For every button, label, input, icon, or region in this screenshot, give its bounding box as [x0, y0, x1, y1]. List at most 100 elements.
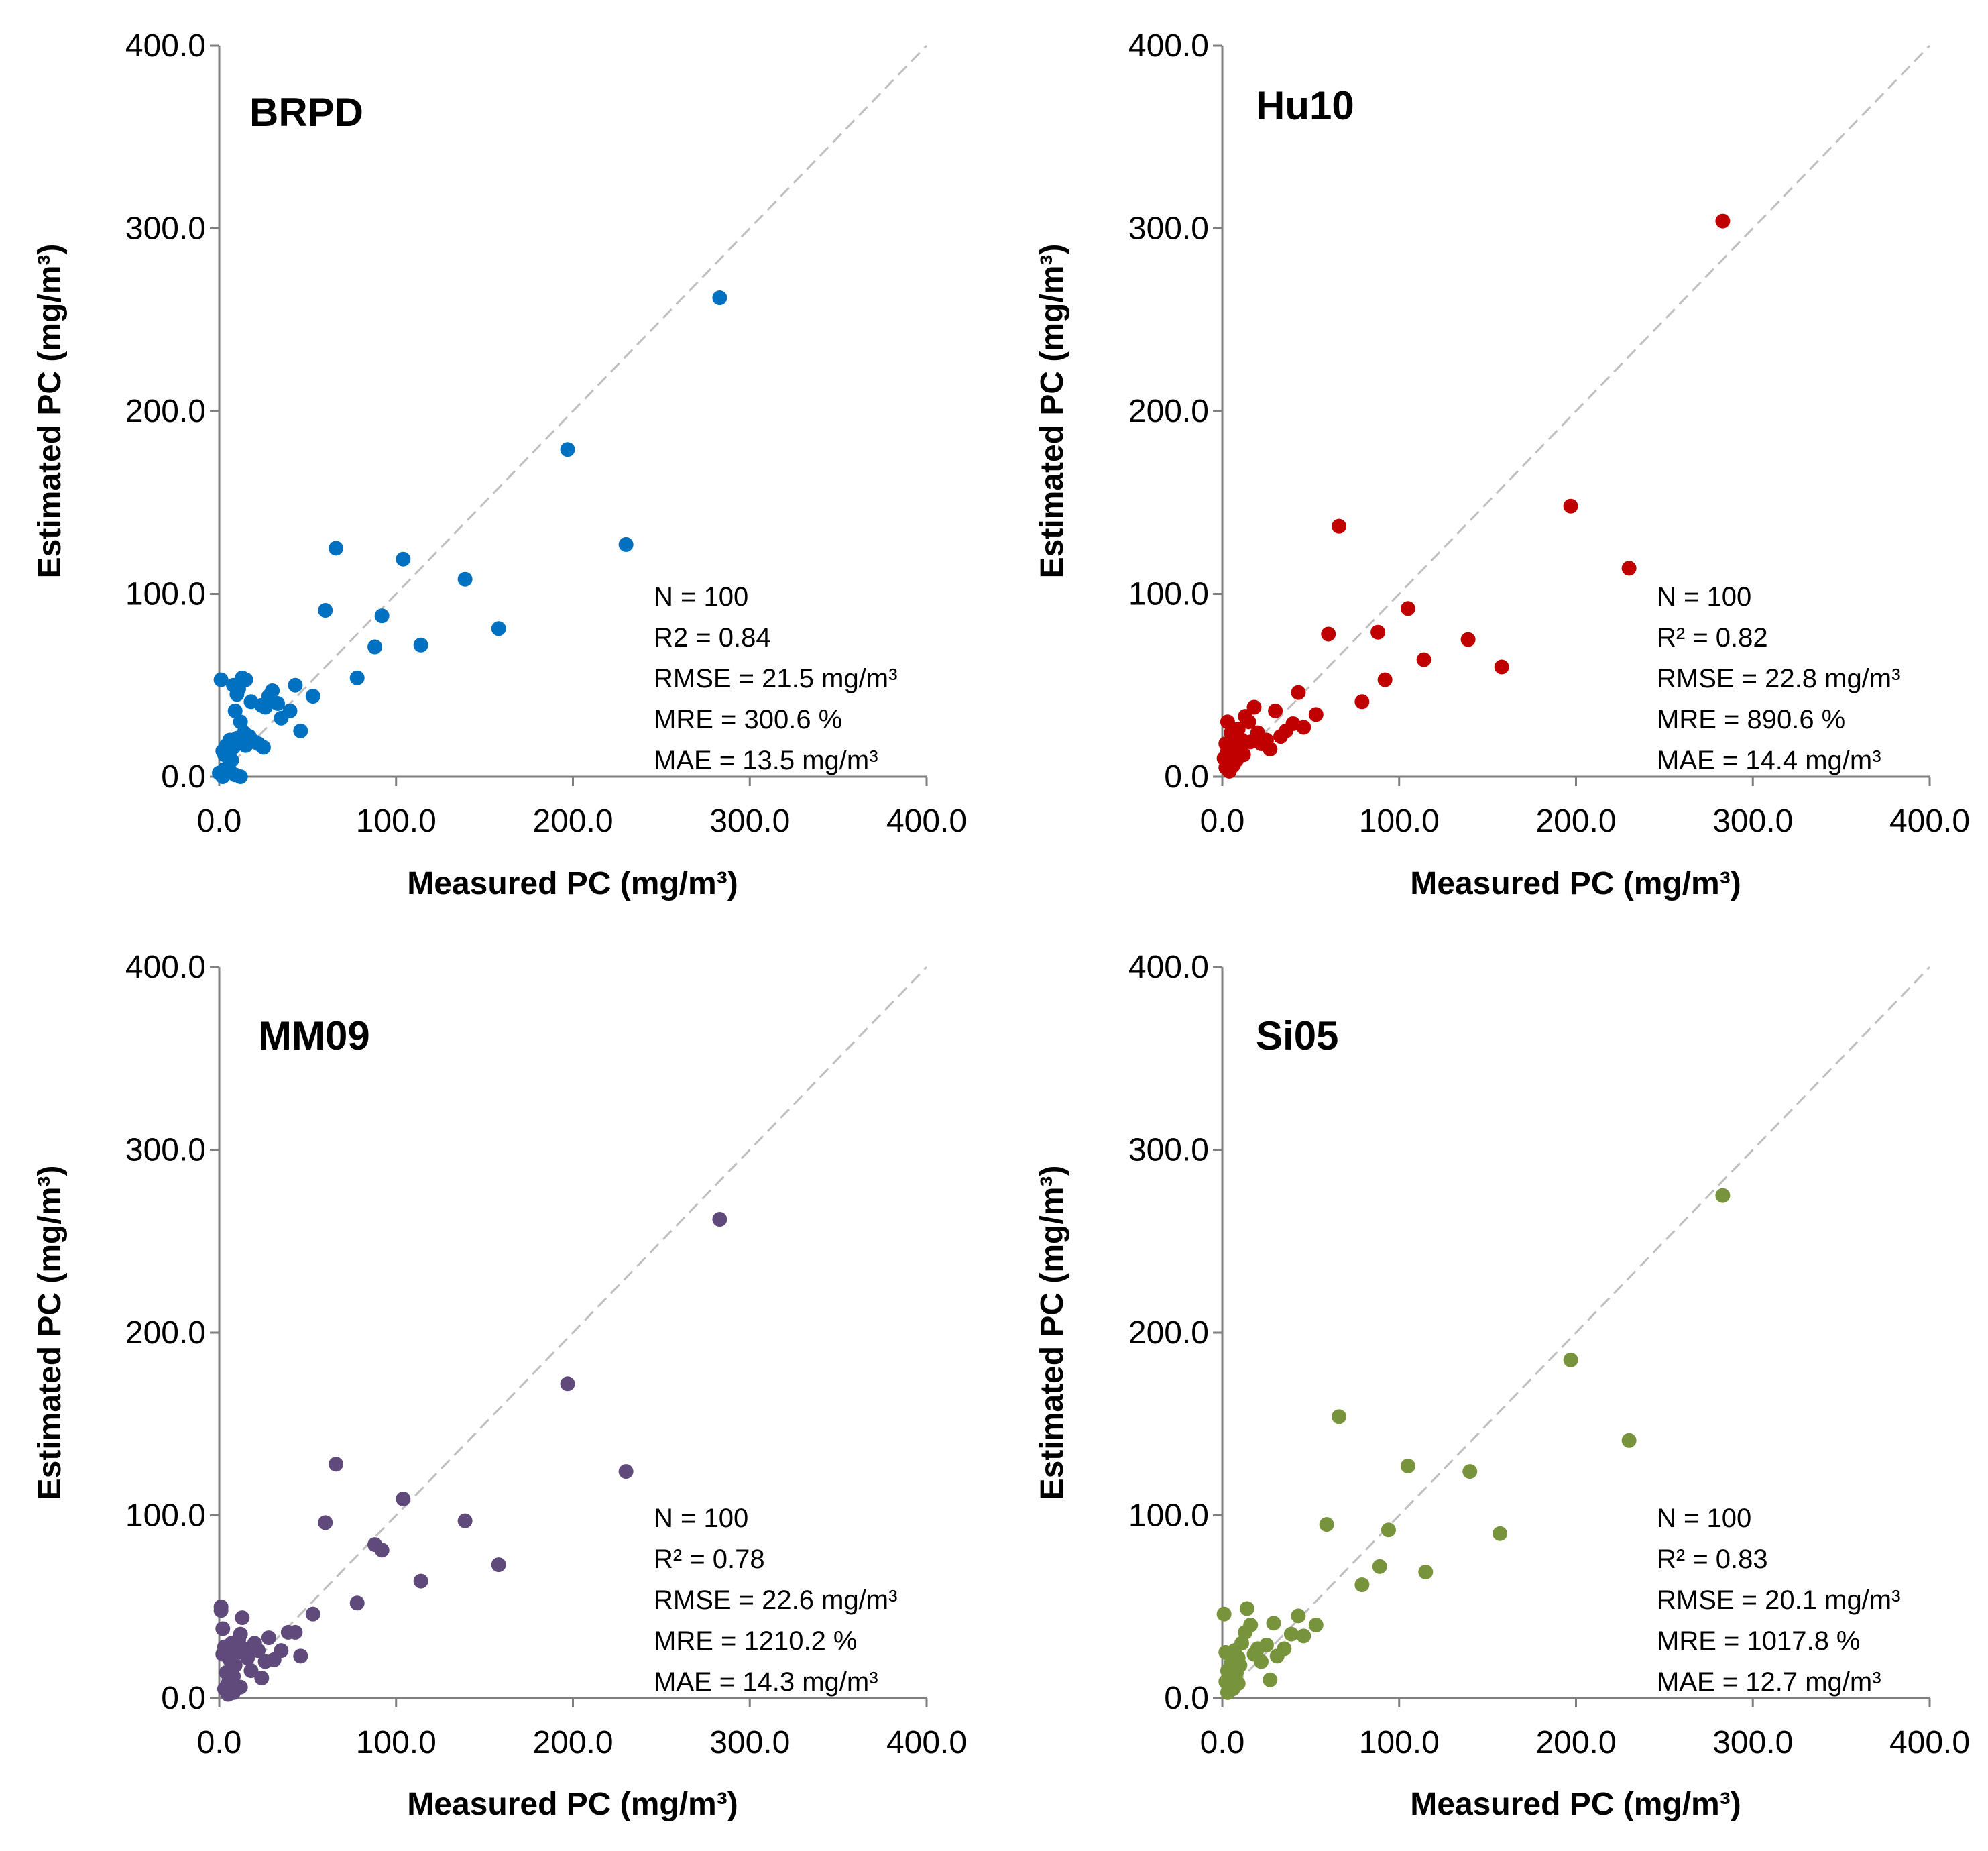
panel-title: MM09 — [258, 1013, 370, 1058]
stat-line: MAE = 14.3 mg/m³ — [654, 1667, 878, 1697]
x-tick-label: 100.0 — [1359, 803, 1440, 839]
stat-line: R² = 0.78 — [654, 1545, 765, 1574]
x-tick-label: 400.0 — [886, 1725, 967, 1760]
data-point — [235, 1610, 250, 1626]
data-point — [367, 639, 383, 655]
x-axis-title: Measured PC (mg/m³) — [1410, 866, 1741, 901]
x-tick-label: 300.0 — [1712, 1725, 1793, 1760]
one-to-one-line — [1221, 44, 1931, 778]
y-tick-label: 100.0 — [125, 1498, 206, 1534]
data-point — [1321, 626, 1336, 642]
data-point — [329, 541, 344, 556]
data-point — [274, 710, 289, 726]
stat-line: N = 100 — [654, 582, 748, 612]
y-axis-title: Estimated PC (mg/m³) — [32, 244, 68, 579]
data-point — [1269, 1648, 1285, 1664]
data-point — [1283, 1626, 1299, 1642]
stat-line: MRE = 890.6 % — [1657, 705, 1845, 734]
data-point — [1268, 703, 1283, 718]
data-point — [1218, 1644, 1234, 1660]
stat-line: MRE = 300.6 % — [654, 705, 842, 734]
panel-title: Si05 — [1256, 1013, 1338, 1058]
data-point — [1218, 736, 1234, 751]
y-tick-label: 400.0 — [1128, 28, 1209, 64]
y-axis-title: Estimated PC (mg/m³) — [1035, 1166, 1070, 1500]
data-point — [1494, 659, 1509, 675]
x-axis-title: Measured PC (mg/m³) — [407, 866, 738, 901]
y-tick-label: 100.0 — [1128, 577, 1209, 612]
data-point — [215, 1621, 231, 1636]
y-tick-label: 300.0 — [1128, 211, 1209, 247]
y-tick-label: 400.0 — [1128, 950, 1209, 985]
data-point — [233, 769, 248, 784]
x-tick-label: 0.0 — [197, 1725, 242, 1760]
data-point — [215, 1646, 231, 1662]
data-point — [261, 1630, 276, 1646]
x-tick-label: 400.0 — [1889, 803, 1970, 839]
stat-line: MRE = 1210.2 % — [654, 1626, 858, 1656]
data-point — [254, 1671, 270, 1686]
y-axis-title: Estimated PC (mg/m³) — [1035, 244, 1070, 579]
stat-line: N = 100 — [654, 1504, 748, 1533]
x-axis-title: Measured PC (mg/m³) — [407, 1787, 738, 1822]
x-tick-label: 100.0 — [356, 803, 436, 839]
data-point — [1238, 709, 1253, 724]
data-point — [1460, 632, 1476, 647]
x-tick-label: 0.0 — [197, 803, 242, 839]
panel-title: Hu10 — [1256, 83, 1354, 128]
data-point — [1621, 1433, 1637, 1448]
stat-line: RMSE = 22.8 mg/m³ — [1657, 664, 1900, 693]
data-point — [1354, 1577, 1370, 1593]
data-point — [329, 1457, 344, 1472]
y-tick-label: 300.0 — [1128, 1133, 1209, 1168]
scatter-panel-si05: Si05 Estimated PC (mg/m³) Measured PC (m… — [1035, 950, 1970, 1822]
stat-line: R² = 0.83 — [1657, 1545, 1768, 1574]
y-tick-label: 200.0 — [125, 394, 206, 429]
data-point — [349, 1595, 365, 1611]
data-point — [1266, 1616, 1281, 1631]
y-tick-label: 100.0 — [1128, 1498, 1209, 1534]
data-point — [1418, 1564, 1434, 1579]
data-point — [243, 694, 259, 710]
data-point — [212, 765, 227, 781]
one-to-one-line — [218, 44, 928, 778]
data-point — [243, 1663, 259, 1679]
data-point — [305, 1606, 320, 1622]
data-point — [318, 603, 333, 618]
data-point — [1308, 707, 1324, 722]
data-point — [491, 1557, 506, 1573]
x-tick-label: 300.0 — [709, 803, 790, 839]
data-point — [293, 1648, 308, 1664]
data-point — [1273, 729, 1289, 744]
data-point — [1216, 1606, 1232, 1622]
x-tick-label: 0.0 — [1200, 1725, 1245, 1760]
data-point — [1377, 672, 1393, 687]
one-to-one-line — [1221, 966, 1931, 1699]
data-point — [1462, 1464, 1478, 1479]
data-point — [1416, 652, 1431, 667]
data-point — [1400, 601, 1415, 616]
x-tick-label: 100.0 — [356, 1725, 436, 1760]
x-tick-label: 0.0 — [1200, 803, 1245, 839]
data-point — [1220, 714, 1235, 730]
data-point — [305, 689, 320, 704]
data-point — [1400, 1458, 1415, 1473]
y-tick-label: 100.0 — [125, 577, 206, 612]
data-point — [1291, 1608, 1306, 1624]
x-tick-label: 300.0 — [709, 1725, 790, 1760]
stat-line: RMSE = 22.6 mg/m³ — [654, 1585, 897, 1615]
data-point — [1246, 699, 1262, 715]
data-point — [213, 672, 229, 687]
stat-line: MAE = 14.4 mg/m³ — [1657, 746, 1881, 775]
y-tick-label: 300.0 — [125, 211, 206, 247]
stat-line: N = 100 — [1657, 1504, 1751, 1533]
data-point — [712, 290, 727, 306]
x-tick-label: 400.0 — [886, 803, 967, 839]
data-point — [1243, 734, 1259, 750]
x-tick-label: 200.0 — [1535, 803, 1616, 839]
data-point — [1621, 561, 1637, 576]
y-tick-label: 0.0 — [1164, 759, 1209, 795]
y-tick-label: 200.0 — [125, 1315, 206, 1351]
y-tick-label: 300.0 — [125, 1133, 206, 1168]
